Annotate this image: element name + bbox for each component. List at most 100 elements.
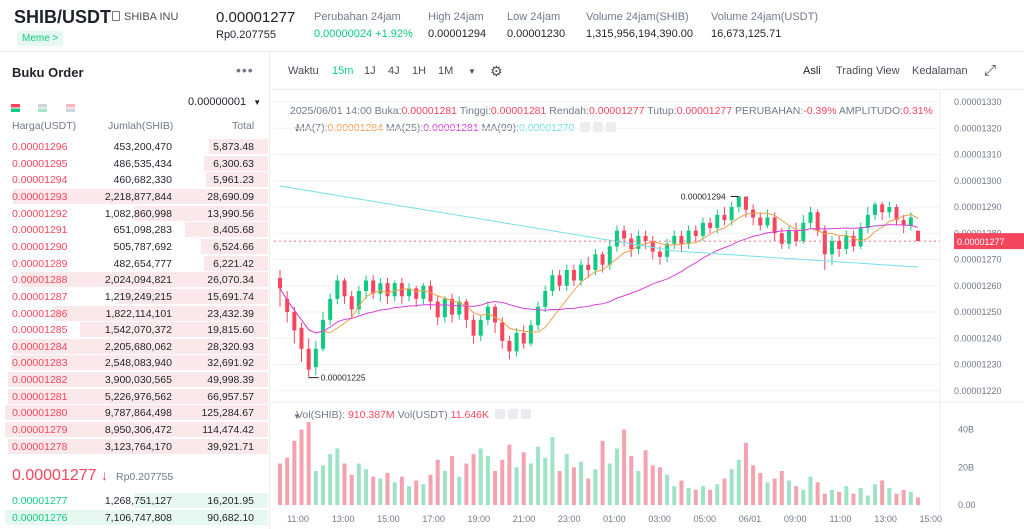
settings-icon[interactable] bbox=[507, 409, 518, 419]
ask-row[interactable]: 0.00001296 453,200,470 5,873.48 bbox=[0, 138, 268, 154]
row-price: 0.00001291 bbox=[12, 224, 68, 237]
ask-row[interactable]: 0.00001292 1,082,860,998 13,990.56 bbox=[0, 205, 268, 221]
volume-bar bbox=[894, 493, 899, 505]
view-asks-icon[interactable] bbox=[65, 104, 75, 112]
depth-bar bbox=[5, 509, 268, 525]
candle bbox=[736, 196, 741, 207]
volume-bar bbox=[837, 491, 842, 505]
candle bbox=[378, 283, 383, 294]
candle bbox=[693, 230, 698, 236]
tab-trading-view[interactable]: Trading View bbox=[836, 65, 900, 77]
time-tick: 11:00 bbox=[287, 514, 309, 524]
pair-title[interactable]: SHIB/USDT bbox=[14, 7, 112, 27]
interval-more-icon[interactable]: ▼ bbox=[468, 67, 476, 76]
close-icon[interactable] bbox=[520, 409, 531, 419]
volume-bar bbox=[722, 478, 727, 505]
ask-row[interactable]: 0.00001291 651,098,283 8,405.68 bbox=[0, 221, 268, 238]
candle bbox=[779, 233, 784, 244]
candle bbox=[328, 298, 333, 320]
coin-name[interactable]: SHIBA INU bbox=[112, 11, 178, 23]
ask-row[interactable]: 0.00001295 486,535,434 6,300.63 bbox=[0, 155, 268, 171]
interval-1j[interactable]: 1J bbox=[364, 65, 376, 77]
tab-asli[interactable]: Asli bbox=[803, 65, 821, 77]
volume-bar bbox=[743, 442, 748, 505]
row-amount: 453,200,470 bbox=[113, 141, 172, 153]
row-price: 0.00001276 bbox=[12, 511, 68, 524]
candle bbox=[571, 270, 576, 281]
ask-row[interactable]: 0.00001278 3,123,764,170 39,921.71 bbox=[0, 438, 268, 454]
candle bbox=[421, 285, 426, 299]
ask-row[interactable]: 0.00001294 460,682,330 5,961.23 bbox=[0, 171, 268, 188]
more-icon[interactable]: ••• bbox=[236, 62, 254, 78]
candle bbox=[765, 217, 770, 226]
price-tick: 0.00001310 bbox=[954, 150, 1002, 160]
eye-icon[interactable] bbox=[494, 409, 505, 419]
interval-4j[interactable]: 4J bbox=[388, 65, 400, 77]
ask-row[interactable]: 0.00001282 3,900,030,565 49,998.39 bbox=[0, 371, 268, 388]
interval-15m[interactable]: 15m bbox=[332, 65, 354, 77]
ask-row[interactable]: 0.00001279 8,950,306,472 114,474.42 bbox=[0, 421, 268, 438]
interval-1m[interactable]: 1M bbox=[438, 65, 454, 77]
ask-row[interactable]: 0.00001285 1,542,070,372 19,815.60 bbox=[0, 321, 268, 338]
time-tick: 15:00 bbox=[920, 514, 943, 524]
price-tick: 0.00001290 bbox=[954, 202, 1002, 212]
ask-row[interactable]: 0.00001287 1,219,249,215 15,691.74 bbox=[0, 288, 268, 304]
row-total: 32,691.92 bbox=[207, 357, 254, 370]
volume-bar bbox=[428, 474, 433, 505]
row-price: 0.00001279 bbox=[12, 424, 68, 437]
gear-icon[interactable]: ⚙ bbox=[490, 63, 503, 79]
precision-select[interactable]: 0.00000001 ▼ bbox=[188, 96, 261, 108]
row-price: 0.00001296 bbox=[12, 141, 68, 153]
depth-bar bbox=[203, 155, 268, 171]
bid-row[interactable]: 0.00001277 1,268,751,127 16,201.95 bbox=[0, 492, 268, 508]
volume-bar bbox=[371, 476, 376, 505]
depth-bar bbox=[13, 338, 268, 354]
volume-bar bbox=[622, 429, 627, 505]
candle bbox=[342, 280, 347, 297]
depth-bar bbox=[209, 139, 268, 154]
price-tick: 0.00001260 bbox=[954, 281, 1002, 291]
candle bbox=[292, 312, 297, 331]
row-amount: 2,205,680,062 bbox=[104, 340, 172, 353]
view-bids-icon[interactable] bbox=[38, 104, 48, 112]
collapse-vol-icon[interactable]: ▼ bbox=[293, 412, 301, 421]
ask-row[interactable]: 0.00001293 2,218,877,844 28,690.09 bbox=[0, 188, 268, 204]
interval-1h[interactable]: 1H bbox=[412, 65, 427, 77]
row-total: 114,474.42 bbox=[202, 424, 254, 437]
meme-tag[interactable]: Meme > bbox=[17, 31, 64, 46]
tab-waktu[interactable]: Waktu bbox=[288, 65, 319, 77]
volume-bar bbox=[442, 471, 447, 505]
eye-icon[interactable] bbox=[580, 122, 591, 132]
ask-row[interactable]: 0.00001281 5,226,976,562 66,957.57 bbox=[0, 388, 268, 404]
volume-bar bbox=[493, 471, 498, 505]
ask-row[interactable]: 0.00001288 2,024,094,821 26,070.34 bbox=[0, 271, 268, 288]
candle bbox=[858, 228, 863, 247]
ask-row[interactable]: 0.00001283 2,548,083,940 32,691.92 bbox=[0, 354, 268, 371]
candle bbox=[679, 235, 684, 244]
depth-bar bbox=[5, 422, 268, 438]
ticker-header: SHIB/USDT SHIBA INU Meme > 0.00001277 Rp… bbox=[0, 0, 1024, 52]
ask-row[interactable]: 0.00001284 2,205,680,062 28,320.93 bbox=[0, 338, 268, 354]
row-amount: 505,787,692 bbox=[113, 240, 172, 253]
chart-toolbar: Waktu 15m 1J 4J 1H 1M ▼ ⚙ Asli Trading V… bbox=[272, 52, 1024, 90]
view-both-icon[interactable] bbox=[11, 104, 20, 112]
ask-row[interactable]: 0.00001290 505,787,692 6,524.66 bbox=[0, 238, 268, 254]
row-total: 23,432.39 bbox=[207, 307, 254, 320]
bid-row[interactable]: 0.00001276 7,106,747,808 90,682.10 bbox=[0, 509, 268, 525]
price-tick: 0.00001270 bbox=[954, 255, 1002, 265]
tab-kedalaman[interactable]: Kedalaman bbox=[912, 65, 968, 77]
row-amount: 9,787,864,498 bbox=[104, 407, 172, 420]
ask-row[interactable]: 0.00001280 9,787,864,498 125,284.67 bbox=[0, 404, 268, 421]
ask-row[interactable]: 0.00001286 1,822,114,101 23,432.39 bbox=[0, 305, 268, 321]
row-amount: 1,268,751,127 bbox=[104, 495, 172, 507]
volume-bar bbox=[751, 465, 756, 505]
fullscreen-icon[interactable]: ⤢ bbox=[984, 62, 997, 79]
candlestick-chart[interactable]: 0.00001330 0.00001320 0.00001310 0.00001300… bbox=[272, 52, 1024, 529]
ask-row[interactable]: 0.00001289 482,654,777 6,221.42 bbox=[0, 255, 268, 271]
volume-bar bbox=[901, 489, 906, 505]
collapse-ma-icon[interactable]: ▼ bbox=[293, 125, 301, 134]
settings-icon[interactable] bbox=[593, 122, 604, 132]
volume-bar bbox=[636, 471, 641, 505]
depth-bar bbox=[203, 255, 268, 271]
close-icon[interactable] bbox=[606, 122, 617, 132]
